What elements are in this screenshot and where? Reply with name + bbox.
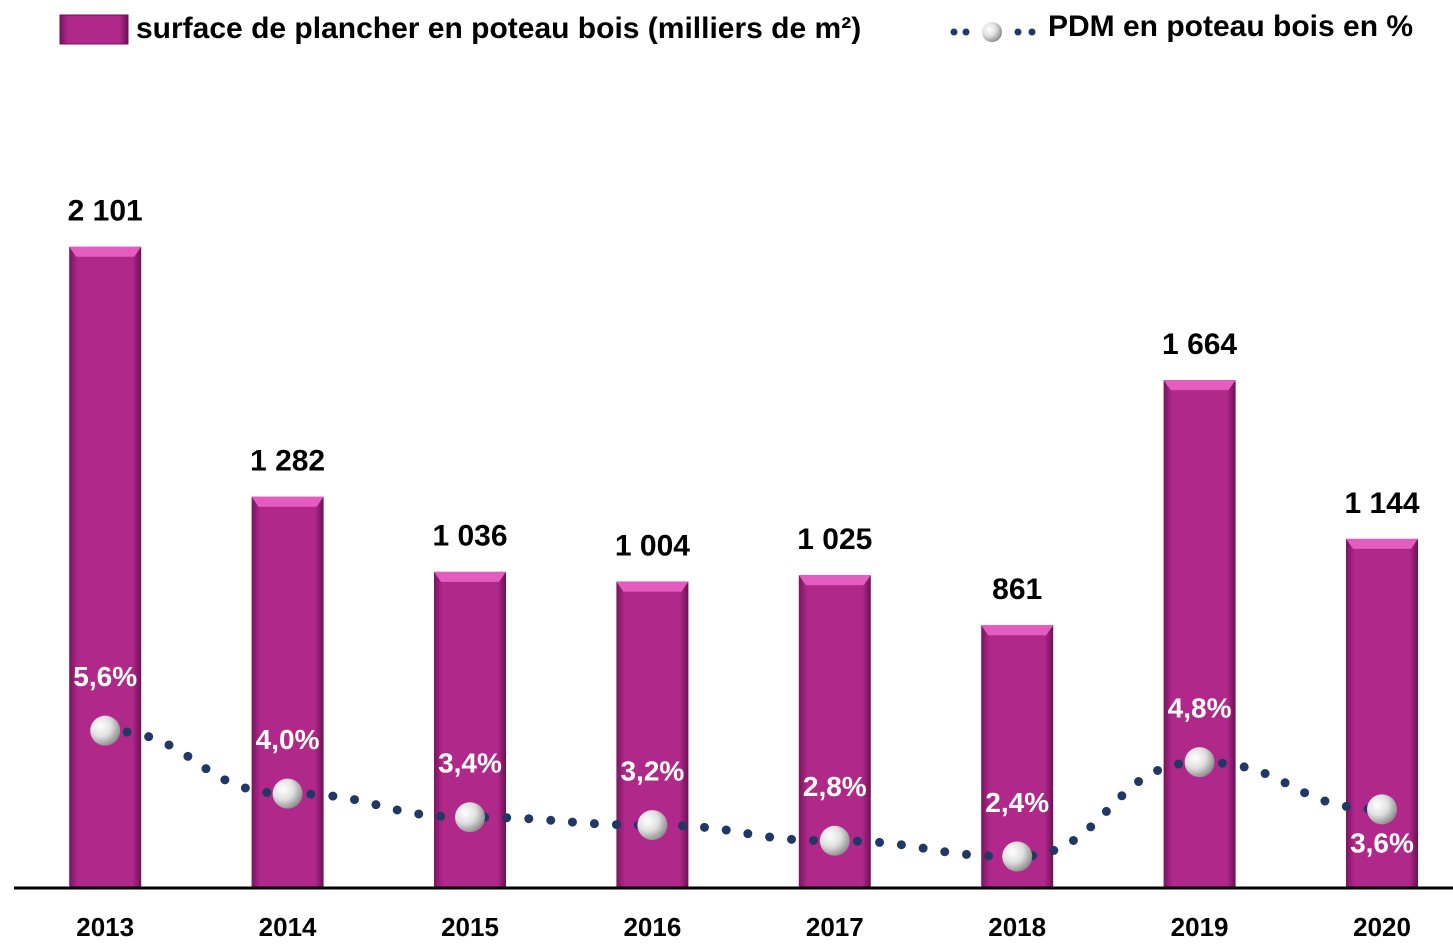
line-value-label: 2,4% [985, 787, 1049, 818]
line-value-label: 5,6% [73, 661, 137, 692]
bar-bevel [1163, 380, 1236, 391]
x-tick-label: 2015 [441, 912, 499, 942]
legend-swatch-line [950, 22, 1036, 42]
line-marker [90, 715, 121, 746]
bar [69, 246, 142, 889]
bar-value-label: 861 [992, 573, 1042, 606]
bar [434, 571, 506, 888]
bar-value-label: 1 144 [1344, 487, 1419, 520]
line-value-label: 3,4% [438, 748, 502, 779]
line [100, 726, 1387, 862]
line-value-label: 4,0% [256, 724, 320, 755]
x-tick-label: 2017 [806, 912, 864, 942]
line-value-label: 4,8% [1168, 693, 1232, 724]
legend-label: PDM en poteau bois en % [1048, 10, 1413, 43]
bar-value-label: 1 036 [432, 520, 507, 553]
bar [1163, 380, 1236, 888]
x-tick-label: 2014 [259, 912, 317, 942]
bar [251, 496, 324, 888]
line-marker [1184, 747, 1215, 778]
line-marker [272, 778, 303, 809]
bar-bevel [251, 496, 324, 507]
bar-bevel [616, 581, 689, 592]
bar-value-label: 1 025 [797, 523, 872, 556]
bar-bevel [434, 571, 506, 582]
bar-value-label: 2 101 [68, 195, 143, 228]
line-value-label: 3,2% [620, 755, 684, 786]
bar-bevel [981, 625, 1054, 636]
line-marker [637, 810, 668, 841]
bar-bevel [1346, 538, 1418, 549]
line-marker [455, 802, 485, 833]
bar-bevel [69, 246, 142, 257]
x-tick-label: 2018 [988, 912, 1046, 942]
x-tick-label: 2019 [1171, 912, 1229, 942]
line-marker [1002, 841, 1033, 872]
legend-swatch-bar [59, 14, 129, 45]
legend-label: surface de plancher en poteau bois (mill… [136, 12, 861, 45]
x-tick-label: 2016 [623, 912, 681, 942]
bar [1346, 538, 1418, 888]
line-value-label: 2,8% [803, 771, 867, 802]
bar [616, 581, 689, 888]
x-tick-label: 2013 [76, 912, 134, 942]
bar-value-label: 1 282 [250, 445, 325, 478]
line-marker [1367, 794, 1397, 825]
bar-bevel [798, 575, 871, 586]
line-value-label: 3,6% [1350, 828, 1414, 859]
x-tick-label: 2020 [1353, 912, 1411, 942]
bar-value-label: 1 664 [1162, 328, 1237, 361]
bar-value-label: 1 004 [615, 530, 690, 563]
line-marker [819, 825, 850, 856]
